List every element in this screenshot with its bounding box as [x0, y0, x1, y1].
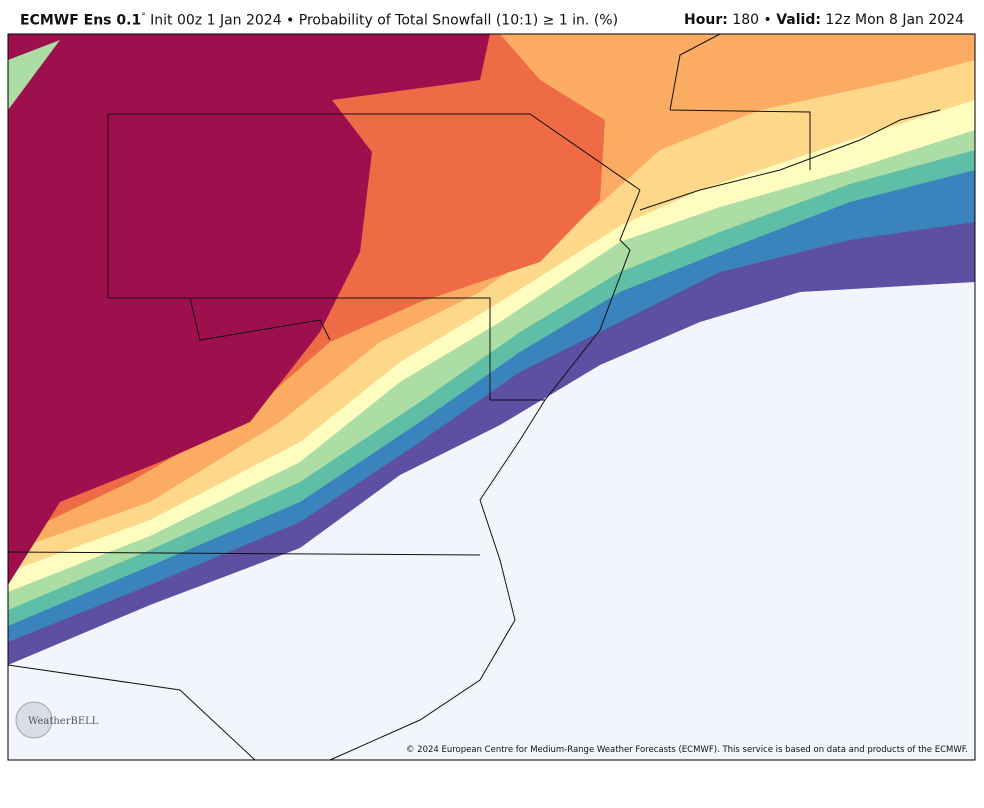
- hour-label: Hour:: [684, 12, 728, 28]
- coast: [479, 189, 641, 501]
- logo-mark: [15, 701, 53, 739]
- border: [7, 551, 481, 556]
- borders: [7, 33, 941, 761]
- shading: [8, 34, 975, 760]
- copyright: © 2024 European Centre for Medium-Range …: [406, 745, 968, 755]
- border: [669, 33, 811, 170]
- separator: •: [763, 12, 772, 28]
- band: [8, 34, 490, 585]
- coast: [639, 109, 941, 211]
- subtitle: Init 00z 1 Jan 2024 • Probability of Tot…: [150, 12, 619, 29]
- valid-label: Valid:: [776, 12, 821, 28]
- header-left: ECMWF Ens 0.1° Init 00z 1 Jan 2024 • Pro…: [20, 12, 618, 32]
- coast: [329, 499, 516, 761]
- border: [189, 297, 331, 341]
- title-degree: °: [141, 12, 146, 22]
- title: ECMWF Ens 0.1: [20, 12, 142, 29]
- logo: WeatherBELL: [28, 716, 99, 727]
- header-right: Hour: 180 • Valid: 12z Mon 8 Jan 2024: [684, 12, 964, 32]
- band: [8, 40, 60, 110]
- map-frame: [7, 33, 976, 761]
- header: ECMWF Ens 0.1° Init 00z 1 Jan 2024 • Pro…: [20, 12, 964, 32]
- valid: 12z Mon 8 Jan 2024: [825, 12, 964, 28]
- border: [108, 113, 641, 191]
- border: [107, 114, 545, 401]
- border: [7, 664, 256, 761]
- hour: 180: [732, 12, 760, 28]
